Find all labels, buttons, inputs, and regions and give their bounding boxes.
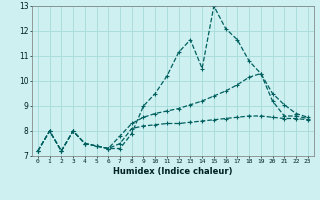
X-axis label: Humidex (Indice chaleur): Humidex (Indice chaleur): [113, 167, 233, 176]
